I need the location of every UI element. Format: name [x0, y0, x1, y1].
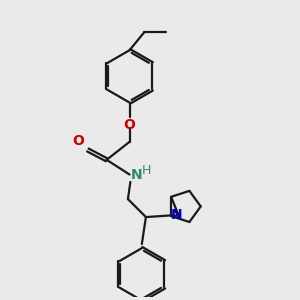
Text: N: N [130, 167, 142, 182]
Text: H: H [142, 164, 151, 177]
Text: O: O [124, 118, 136, 132]
Text: O: O [73, 134, 85, 148]
Text: N: N [171, 208, 182, 222]
